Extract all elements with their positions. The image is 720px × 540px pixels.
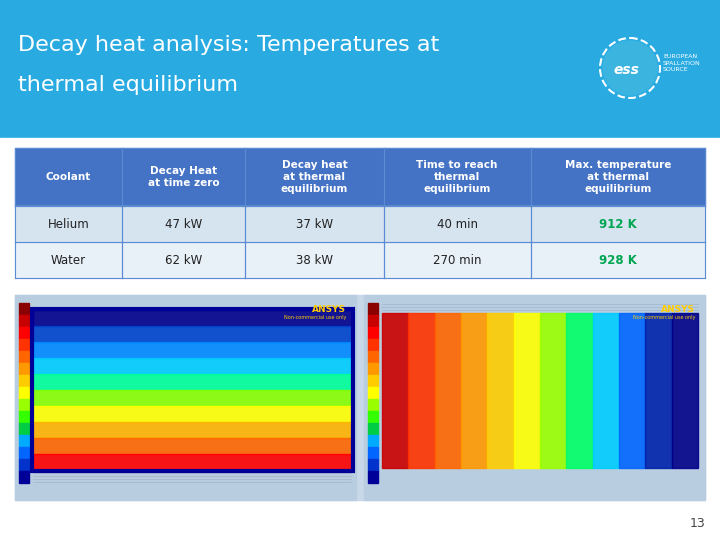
Bar [368,399,378,411]
Bar [672,313,698,468]
Bar [33,326,352,342]
Bar [368,351,378,363]
Bar [384,148,531,206]
Bar [531,206,705,242]
Bar [368,471,378,483]
Bar [384,242,531,278]
Text: Decay heat
at thermal
equilibrium: Decay heat at thermal equilibrium [281,160,348,194]
Text: 912 K: 912 K [599,218,636,231]
Text: 270 min: 270 min [433,253,482,267]
Bar [33,390,352,406]
Text: ANSYS: ANSYS [312,305,346,314]
Bar [487,313,513,468]
Text: Coolant: Coolant [46,172,91,182]
Bar [15,295,705,500]
Text: Non-commercial use only: Non-commercial use only [633,315,695,320]
Bar [245,206,384,242]
Bar [33,406,352,422]
Bar [368,387,378,399]
Text: Decay Heat
at time zero: Decay Heat at time zero [148,166,220,188]
Bar [33,374,352,390]
Bar [33,454,352,470]
Text: 40 min: 40 min [436,218,477,231]
Bar [32,309,353,471]
Text: 38 kW: 38 kW [296,253,333,267]
Bar [19,447,29,459]
Bar [368,363,378,375]
Bar [364,295,705,500]
Bar [122,206,245,242]
Text: Decay heat analysis: Temperatures at: Decay heat analysis: Temperatures at [18,35,439,55]
Bar [15,206,122,242]
Text: 37 kW: 37 kW [296,218,333,231]
Bar [33,422,352,438]
Bar [513,313,540,468]
Bar [245,242,384,278]
Bar [408,313,435,468]
Bar [122,242,245,278]
Bar [15,148,122,206]
Bar [645,313,672,468]
Bar [33,438,352,454]
Bar [19,303,29,315]
Text: thermal equilibrium: thermal equilibrium [18,75,238,95]
Bar [122,148,245,206]
Bar [33,342,352,358]
Text: ess: ess [613,63,639,77]
Text: 47 kW: 47 kW [165,218,202,231]
Bar [0,0,720,138]
Text: Water: Water [51,253,86,267]
Bar [33,358,352,374]
Bar [531,242,705,278]
Bar [368,423,378,435]
Text: Max. temperature
at thermal
equilibrium: Max. temperature at thermal equilibrium [564,160,671,194]
Text: Non-commercial use only: Non-commercial use only [284,315,346,320]
Bar [19,375,29,387]
Circle shape [603,41,657,95]
Bar [19,363,29,375]
Text: 62 kW: 62 kW [165,253,202,267]
Bar [368,303,378,315]
Bar [19,351,29,363]
Bar [19,459,29,471]
Bar [33,310,352,326]
Bar [19,315,29,327]
Bar [368,459,378,471]
Bar [19,423,29,435]
Bar [19,327,29,339]
Bar [19,339,29,351]
Bar [19,387,29,399]
Bar [368,327,378,339]
Bar [368,447,378,459]
Text: EUROPEAN
SPALLATION
SOURCE: EUROPEAN SPALLATION SOURCE [663,54,701,72]
Bar [567,313,593,468]
Bar [19,399,29,411]
Text: Helium: Helium [48,218,89,231]
Bar [15,295,356,500]
Bar [0,138,720,146]
Bar [382,313,408,468]
Bar [368,315,378,327]
Bar [19,411,29,423]
Text: 13: 13 [689,517,705,530]
Bar [619,313,645,468]
Text: ANSYS: ANSYS [661,305,695,314]
Bar [384,206,531,242]
Bar [368,411,378,423]
Bar [245,148,384,206]
Bar [531,148,705,206]
Bar [435,313,461,468]
Bar [461,313,487,468]
Bar [540,313,567,468]
Bar [19,471,29,483]
Text: 928 K: 928 K [599,253,636,267]
Text: Time to reach
thermal
equilibrium: Time to reach thermal equilibrium [416,160,498,194]
Bar [15,242,122,278]
Bar [368,339,378,351]
Bar [593,313,619,468]
Bar [368,375,378,387]
Bar [368,435,378,447]
Bar [19,435,29,447]
